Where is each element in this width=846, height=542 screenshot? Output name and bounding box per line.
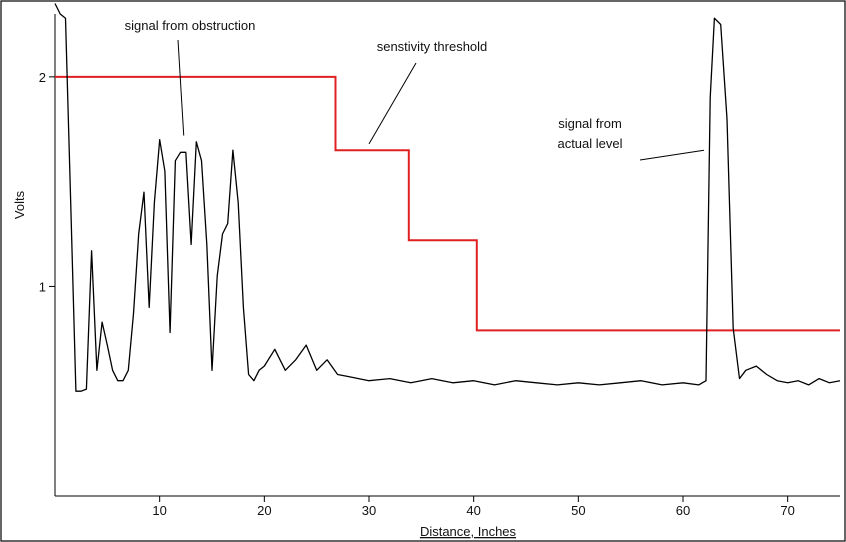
annotations: signal from obstruction senstivity thresh… (125, 18, 705, 161)
x-tick-label: 20 (257, 503, 271, 518)
x-tick-label: 30 (362, 503, 376, 518)
annotation-leader-line (639, 149, 705, 161)
x-tick-label: 60 (676, 503, 690, 518)
y-axis-ticks: 12 (39, 70, 55, 294)
annotation-label: senstivity threshold (377, 39, 488, 54)
threshold-series-line (55, 75, 840, 332)
signal-series-line (54, 3, 841, 392)
annotation-leader-line (177, 39, 185, 136)
annotation-label: signal from obstruction (125, 18, 256, 33)
x-tick-label: 70 (780, 503, 794, 518)
annotation-label: signal from actual level (557, 116, 622, 151)
y-tick-label: 2 (39, 70, 46, 85)
y-axis-label: Volts (12, 190, 27, 219)
x-axis-label: Distance, Inches (420, 524, 517, 539)
x-tick-label: 10 (152, 503, 166, 518)
x-tick-label: 50 (571, 503, 585, 518)
x-axis-ticks: 10 20 30 40 50 60 70 (152, 496, 795, 518)
annotation-leader-line (368, 62, 417, 145)
x-tick-label: 40 (466, 503, 480, 518)
y-tick-label: 1 (39, 279, 46, 294)
